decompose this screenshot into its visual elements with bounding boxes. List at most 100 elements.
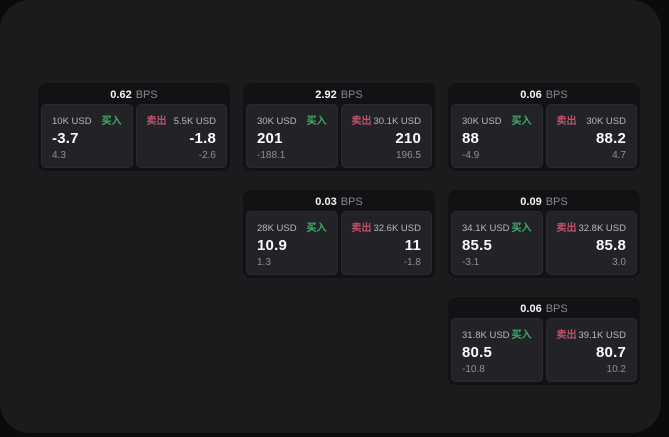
sell-notional: 32.6K USD [373,223,421,234]
quote-card[interactable]: 0.09 BPS 34.1K USD 买入 85.5 -3.1 卖出 32.8K… [448,190,640,278]
buy-pane[interactable]: 30K USD 买入 201 -188.1 [246,104,338,168]
buy-pane[interactable]: 34.1K USD 买入 85.5 -3.1 [451,211,543,275]
buy-pane-top: 28K USD 买入 [257,219,327,234]
sell-pane[interactable]: 卖出 30.1K USD 210 196.5 [340,104,432,168]
quote-card[interactable]: 0.03 BPS 28K USD 买入 10.9 1.3 卖出 32.6K US… [243,190,435,278]
buy-label: 买入 [306,116,327,127]
sell-notional: 30K USD [586,116,626,127]
card-panes: 34.1K USD 买入 85.5 -3.1 卖出 32.8K USD 85.8… [451,211,637,275]
sell-pane-top: 卖出 32.8K USD [557,219,627,234]
sell-delta: 10.2 [606,364,626,375]
card-header: 0.62 BPS [41,86,227,104]
buy-notional: 30K USD [257,116,297,127]
card-panes: 31.8K USD 买入 80.5 -10.8 卖出 39.1K USD 80.… [451,318,637,382]
buy-pane[interactable]: 28K USD 买入 10.9 1.3 [246,211,338,275]
sell-label: 卖出 [351,116,372,127]
sell-pane-top: 卖出 32.6K USD [352,219,422,234]
bps-value: 0.06 [520,89,542,101]
buy-delta: -10.8 [462,364,485,375]
buy-price: 10.9 [257,237,287,254]
bps-unit-label: BPS [545,303,568,315]
buy-notional: 34.1K USD [462,223,510,234]
card-header: 0.06 BPS [451,300,637,318]
sell-pane[interactable]: 卖出 32.6K USD 11 -1.8 [340,211,432,275]
buy-pane-top: 31.8K USD 买入 [462,326,532,341]
buy-label: 买入 [306,223,327,234]
buy-pane-top: 10K USD 买入 [52,112,122,127]
sell-label: 卖出 [146,116,167,127]
card-panes: 10K USD 买入 -3.7 4.3 卖出 5.5K USD -1.8 -2.… [41,104,227,168]
buy-notional: 30K USD [462,116,502,127]
sell-label: 卖出 [556,330,577,341]
sell-notional: 39.1K USD [578,330,626,341]
buy-notional: 31.8K USD [462,330,510,341]
buy-price: -3.7 [52,130,79,147]
sell-pane[interactable]: 卖出 5.5K USD -1.8 -2.6 [135,104,227,168]
buy-label: 买入 [511,223,532,234]
card-panes: 28K USD 买入 10.9 1.3 卖出 32.6K USD 11 -1.8 [246,211,432,275]
sell-pane-top: 卖出 39.1K USD [557,326,627,341]
quote-card[interactable]: 2.92 BPS 30K USD 买入 201 -188.1 卖出 30.1K … [243,83,435,171]
sell-price: -1.8 [189,130,216,147]
buy-label: 买入 [511,330,532,341]
bps-value: 0.09 [520,196,542,208]
sell-pane-top: 卖出 30K USD [557,112,627,127]
sell-price: 88.2 [596,130,626,147]
sell-pane[interactable]: 卖出 39.1K USD 80.7 10.2 [545,318,637,382]
bps-value: 2.92 [315,89,337,101]
buy-pane[interactable]: 30K USD 买入 88 -4.9 [451,104,543,168]
sell-price: 210 [395,130,421,147]
card-header: 0.09 BPS [451,193,637,211]
bps-value: 0.62 [110,89,132,101]
buy-delta: 1.3 [257,257,271,268]
sell-label: 卖出 [351,223,372,234]
card-panes: 30K USD 买入 88 -4.9 卖出 30K USD 88.2 4.7 [451,104,637,168]
buy-pane[interactable]: 31.8K USD 买入 80.5 -10.8 [451,318,543,382]
card-header: 2.92 BPS [246,86,432,104]
sell-delta: -2.6 [198,150,216,161]
buy-pane[interactable]: 10K USD 买入 -3.7 4.3 [41,104,133,168]
buy-label: 买入 [511,116,532,127]
buy-pane-top: 34.1K USD 买入 [462,219,532,234]
sell-label: 卖出 [556,223,577,234]
sell-delta: 196.5 [395,150,421,161]
sell-price: 80.7 [596,344,626,361]
sell-delta: 3.0 [612,257,626,268]
quote-card[interactable]: 0.06 BPS 31.8K USD 买入 80.5 -10.8 卖出 39.1… [448,297,640,385]
sell-delta: 4.7 [612,150,626,161]
sell-notional: 5.5K USD [173,116,216,127]
sell-notional: 32.8K USD [578,223,626,234]
buy-label: 买入 [101,116,122,127]
bps-value: 0.03 [315,196,337,208]
buy-price: 88 [462,130,480,147]
bps-unit-label: BPS [545,196,568,208]
sell-price: 11 [404,237,421,254]
bps-unit-label: BPS [340,196,363,208]
buy-delta: -4.9 [462,150,480,161]
quote-card[interactable]: 0.06 BPS 30K USD 买入 88 -4.9 卖出 30K USD [448,83,640,171]
buy-delta: -3.1 [462,257,480,268]
main-panel: 0.62 BPS 10K USD 买入 -3.7 4.3 卖出 5.5K USD [0,0,661,433]
buy-pane-top: 30K USD 买入 [462,112,532,127]
quote-card[interactable]: 0.62 BPS 10K USD 买入 -3.7 4.3 卖出 5.5K USD [38,83,230,171]
buy-price: 201 [257,130,283,147]
sell-price: 85.8 [596,237,626,254]
sell-pane[interactable]: 卖出 32.8K USD 85.8 3.0 [545,211,637,275]
buy-delta: -188.1 [257,150,286,161]
card-panes: 30K USD 买入 201 -188.1 卖出 30.1K USD 210 1… [246,104,432,168]
bps-unit-label: BPS [135,89,158,101]
buy-notional: 28K USD [257,223,297,234]
sell-delta: -1.8 [403,257,421,268]
sell-pane-top: 卖出 5.5K USD [147,112,217,127]
sell-notional: 30.1K USD [373,116,421,127]
sell-pane[interactable]: 卖出 30K USD 88.2 4.7 [545,104,637,168]
card-header: 0.03 BPS [246,193,432,211]
sell-label: 卖出 [556,116,577,127]
buy-pane-top: 30K USD 买入 [257,112,327,127]
bps-unit-label: BPS [545,89,568,101]
buy-notional: 10K USD [52,116,92,127]
sell-pane-top: 卖出 30.1K USD [352,112,422,127]
buy-price: 80.5 [462,344,492,361]
bps-value: 0.06 [520,303,542,315]
buy-delta: 4.3 [52,150,66,161]
